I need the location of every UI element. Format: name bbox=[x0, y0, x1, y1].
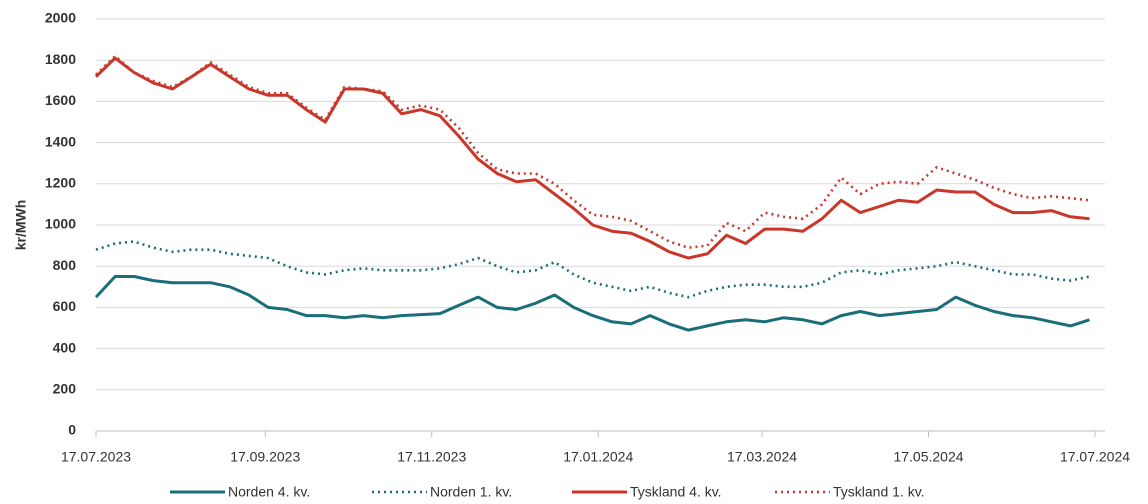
x-tick-label: 17.01.2024 bbox=[563, 449, 633, 465]
x-tick-label: 17.05.2024 bbox=[893, 449, 963, 465]
legend-label: Tyskland 1. kv. bbox=[833, 484, 925, 500]
x-tick-label: 17.11.2023 bbox=[397, 449, 466, 465]
x-tick-label: 17.03.2024 bbox=[727, 449, 797, 465]
y-tick-label: 1200 bbox=[45, 175, 76, 191]
series-line bbox=[94, 56, 1090, 260]
series-line bbox=[95, 240, 1090, 299]
legend-label: Norden 4. kv. bbox=[228, 484, 310, 500]
legend-label: Tyskland 4. kv. bbox=[630, 484, 722, 500]
y-tick-label: 2000 bbox=[45, 10, 76, 26]
y-tick-label: 0 bbox=[68, 422, 76, 438]
x-tick-label: 17.09.2023 bbox=[230, 449, 300, 465]
y-tick-label: 400 bbox=[53, 339, 77, 355]
y-tick-label: 1800 bbox=[45, 51, 76, 67]
y-tick-label: 200 bbox=[53, 381, 77, 397]
y-tick-label: 1400 bbox=[45, 133, 76, 149]
y-tick-label: 800 bbox=[53, 257, 77, 273]
legend-label: Norden 1. kv. bbox=[430, 484, 512, 500]
y-axis-label: kr/MWh bbox=[13, 200, 29, 251]
y-tick-label: 1000 bbox=[45, 216, 76, 232]
series-line bbox=[94, 275, 1090, 332]
y-tick-label: 1600 bbox=[45, 92, 76, 108]
x-tick-label: 17.07.2023 bbox=[61, 449, 131, 465]
y-tick-label: 600 bbox=[53, 298, 77, 314]
x-tick-label: 17.07.2024 bbox=[1060, 449, 1130, 465]
